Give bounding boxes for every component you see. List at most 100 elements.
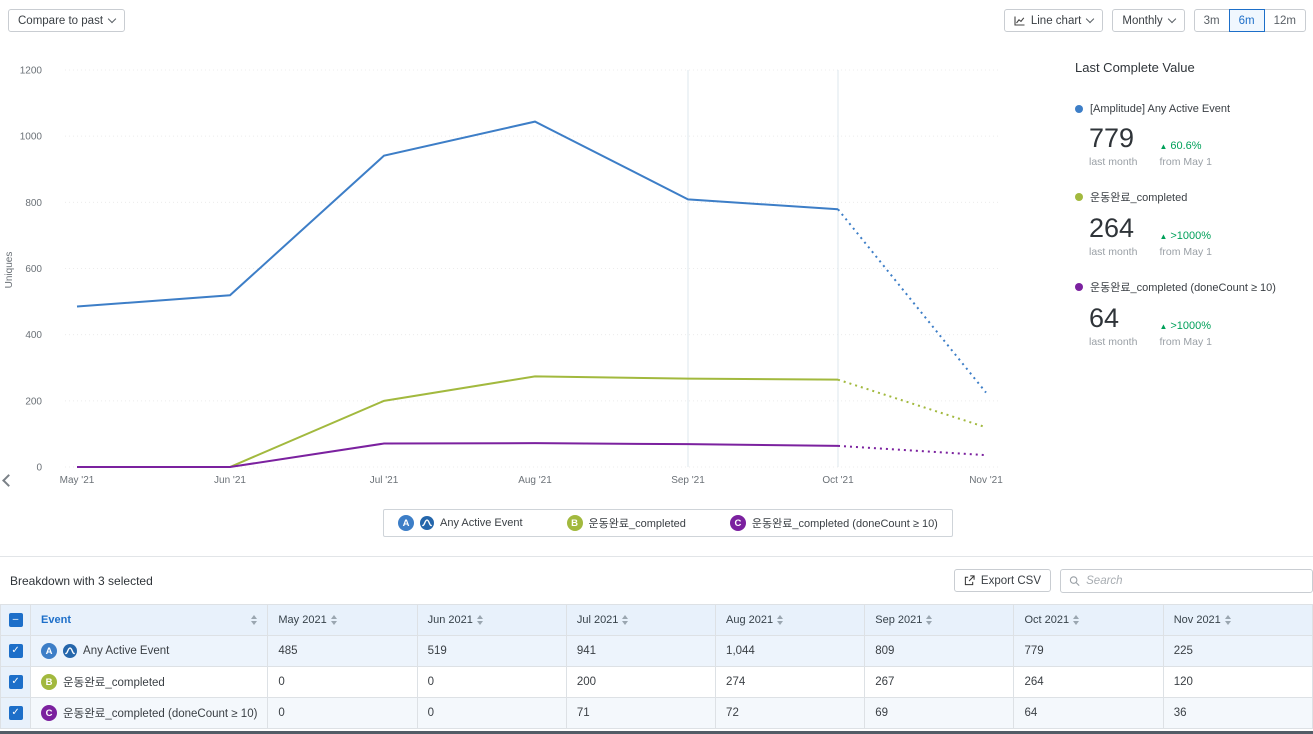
breakdown-table: – Event May 2021 Jun 2021 Jul 2021 Aug 2021 Se…: [0, 604, 1313, 729]
last-complete-item: 운동완료_completed 264 last month ▲ >1000% from M…: [1075, 189, 1313, 258]
event-cell[interactable]: A Any Active Event: [30, 635, 269, 667]
table-row: ✓ A Any Active Event 485 519 941 1,044 809 779 22…: [0, 635, 1313, 667]
series-line-incomplete: [837, 444, 987, 457]
chart-type-dropdown[interactable]: Line chart: [1003, 9, 1104, 32]
value-cell: 809: [864, 635, 1015, 667]
y-tick-label: 200: [25, 396, 42, 407]
chart-type-label: Line chart: [1030, 14, 1082, 27]
select-all-checkbox[interactable]: –: [8, 613, 23, 627]
sort-icon[interactable]: [622, 615, 629, 625]
compare-to-past-label: Compare to past: [18, 14, 104, 27]
value-cell: 120: [1162, 666, 1313, 698]
period-label: last month: [1089, 156, 1138, 168]
value-cell: 941: [565, 635, 717, 667]
row-select-cell: ✓: [0, 666, 32, 698]
x-tick-label: Sep '21: [671, 475, 705, 486]
last-complete-title: Last Complete Value: [1075, 60, 1195, 75]
line-chart-icon: [1014, 16, 1025, 26]
change-percent: ▲ 60.6%: [1159, 140, 1202, 152]
value-cell: 225: [1162, 635, 1313, 667]
row-select-cell: ✓: [0, 635, 32, 667]
value-cell: 779: [1013, 635, 1164, 667]
y-tick-label: 800: [25, 198, 42, 209]
chevron-down-icon: [1086, 14, 1095, 24]
period-label: last month: [1089, 246, 1138, 258]
sort-icon[interactable]: [476, 615, 483, 625]
sort-icon[interactable]: [1224, 615, 1231, 625]
y-tick-label: 1200: [20, 66, 43, 77]
range-toggle: 3m 6m 12m: [1193, 9, 1306, 32]
series-line[interactable]: [77, 375, 839, 468]
value-cell: 72: [715, 697, 866, 729]
value-cell: 200: [565, 666, 717, 698]
value-cell: 71: [565, 697, 717, 729]
value-cell: 264: [1013, 666, 1164, 698]
sort-icon[interactable]: [777, 615, 784, 625]
x-tick-label: May '21: [60, 475, 95, 486]
granularity-dropdown[interactable]: Monthly: [1112, 9, 1185, 32]
event-name: Any Active Event: [83, 645, 170, 657]
series-color-dot: [1075, 283, 1083, 291]
event-cell[interactable]: B 운동완료_completed: [30, 666, 269, 698]
legend-label: 운동완료_completed: [588, 518, 686, 530]
last-value: 779: [1089, 123, 1135, 153]
column-header-may-2021[interactable]: May 2021: [267, 604, 418, 636]
value-cell: 1,044: [715, 635, 866, 667]
sort-icon[interactable]: [251, 615, 258, 625]
last-complete-panel: Last Complete Value [Amplitude] Any Acti…: [1075, 60, 1313, 369]
series-color-dot: [1075, 105, 1083, 113]
series-line-incomplete: [837, 378, 987, 429]
column-header-jun-2021[interactable]: Jun 2021: [416, 604, 567, 636]
y-axis-label: Uniques: [4, 252, 15, 289]
last-complete-items: [Amplitude] Any Active Event 779 last mont…: [1075, 103, 1313, 348]
sort-icon[interactable]: [926, 615, 933, 625]
from-label: from May 1: [1159, 156, 1212, 168]
chevron-down-icon: [107, 14, 117, 24]
line-chart[interactable]: 0 200 400 600 800 1000 1200 May '21 Jun '21 Jul '…: [0, 55, 1010, 495]
from-label: from May 1: [1159, 336, 1212, 348]
value-cell: 267: [864, 666, 1015, 698]
series-letter-badge: C: [41, 705, 58, 721]
select-all-cell: –: [0, 604, 32, 636]
row-checkbox[interactable]: ✓: [8, 706, 23, 720]
row-checkbox[interactable]: ✓: [8, 644, 23, 658]
granularity-label: Monthly: [1122, 14, 1163, 27]
row-checkbox[interactable]: ✓: [8, 675, 23, 689]
x-tick-label: Nov '21: [969, 475, 1003, 486]
column-header-jul-2021[interactable]: Jul 2021: [565, 604, 717, 636]
event-cell[interactable]: C 운동완료_completed (doneCount ≥ 10): [30, 697, 269, 729]
series-name: [Amplitude] Any Active Event: [1090, 103, 1231, 115]
sort-icon[interactable]: [1073, 615, 1080, 625]
series-line[interactable]: [77, 442, 839, 468]
column-header-nov-2021[interactable]: Nov 2021: [1162, 604, 1313, 636]
series-color-dot: [1075, 193, 1083, 201]
column-header-sep-2021[interactable]: Sep 2021: [864, 604, 1015, 636]
range-3m[interactable]: 3m: [1193, 9, 1230, 32]
y-tick-label: 1000: [20, 132, 43, 143]
range-6m[interactable]: 6m: [1228, 9, 1265, 32]
compare-to-past-button[interactable]: Compare to past: [8, 9, 126, 32]
column-header-event[interactable]: Event: [30, 604, 269, 636]
range-12m[interactable]: 12m: [1263, 9, 1306, 32]
search-input[interactable]: [1086, 575, 1304, 587]
series-line-incomplete: [837, 208, 987, 394]
legend-item[interactable]: C 운동완료_completed (doneCount ≥ 10): [729, 515, 938, 531]
legend-item[interactable]: B 운동완료_completed: [566, 515, 686, 531]
amplitude-logo-icon: [63, 644, 78, 658]
series-name: 운동완료_completed: [1090, 192, 1188, 204]
sort-icon[interactable]: [330, 615, 337, 625]
legend-item[interactable]: A Any Active Event: [398, 515, 523, 531]
collapse-panel-chevron[interactable]: [2, 472, 12, 488]
breakdown-title: Breakdown with 3 selected: [10, 574, 153, 588]
from-label: from May 1: [1159, 246, 1212, 258]
legend-label: Any Active Event: [440, 517, 523, 529]
up-arrow-icon: ▲: [1159, 232, 1168, 241]
legend: A Any Active Event B 운동완료_completed C 운동완료_co…: [383, 509, 953, 537]
series-line[interactable]: [76, 120, 839, 308]
value-cell: 274: [715, 666, 866, 698]
value-cell: 69: [864, 697, 1015, 729]
column-header-aug-2021[interactable]: Aug 2021: [715, 604, 866, 636]
export-csv-button[interactable]: Export CSV: [953, 569, 1051, 592]
column-header-oct-2021[interactable]: Oct 2021: [1013, 604, 1164, 636]
value-cell: 0: [416, 666, 567, 698]
